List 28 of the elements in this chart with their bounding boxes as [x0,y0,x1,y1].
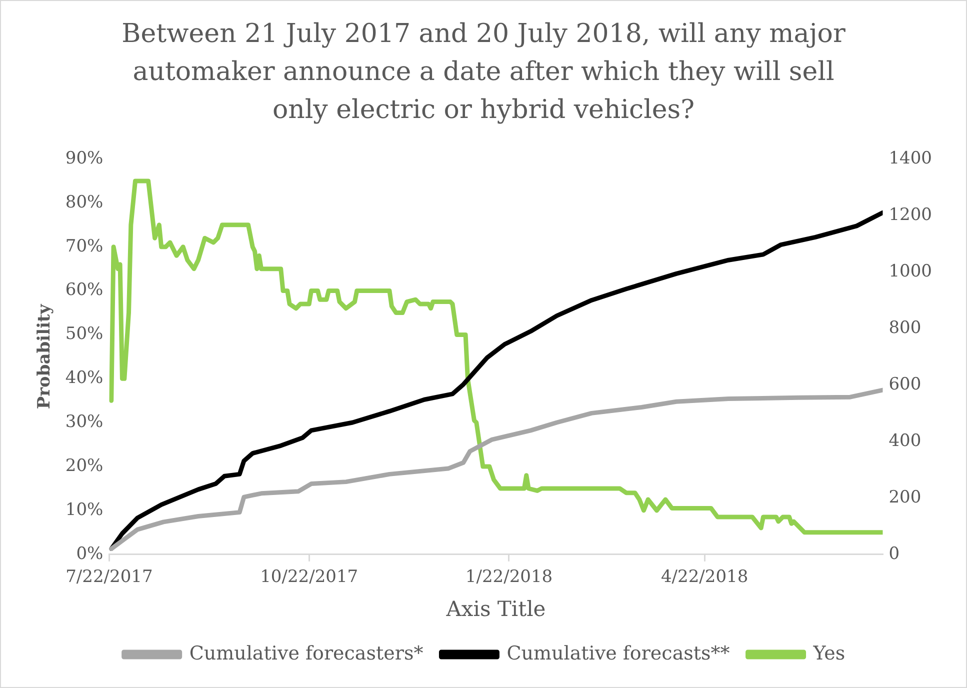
y-tick-label: 70% [65,236,104,256]
y-axis-title: Probability [34,303,55,410]
y2-tick-label: 200 [888,487,922,508]
y-tick-label: 20% [65,456,104,476]
y2-tick-label: 600 [888,374,922,394]
x-tick-label: 7/22/2017 [66,567,153,588]
y2-tick-label: 800 [888,318,922,338]
y-tick-label: 10% [65,500,104,520]
chart-title: Between 21 July 2017 and 20 July 2018, will any major automaker announce a date after which they will sell only electric or hybrid vehicles? [120,18,846,127]
y-tick-label: 90% [65,148,104,168]
y2-tick-label: 1200 [888,204,932,225]
y-tick-label: 50% [65,324,104,344]
legend-label: Cumulative forecasts** [506,642,730,664]
y2-tick-label: 0 [888,544,900,564]
y-tick-label: 80% [65,192,104,212]
y2-tick-label: 1000 [888,261,932,282]
x-tick-label: 10/22/2017 [260,567,358,588]
y-tick-label: 0% [76,544,104,564]
x-tick-label: 4/22/2018 [660,567,748,588]
y-tick-label: 30% [65,412,104,432]
x-axis-title: Axis Title [445,596,546,621]
y2-tick-label: 1400 [888,148,932,168]
legend-label: Yes [812,642,846,664]
y-tick-label: 40% [65,368,104,388]
y2-tick-label: 400 [888,430,922,451]
x-tick-label: 1/22/2018 [465,567,553,588]
y-tick-label: 60% [65,280,104,300]
legend-label: Cumulative forecasters* [189,642,424,664]
